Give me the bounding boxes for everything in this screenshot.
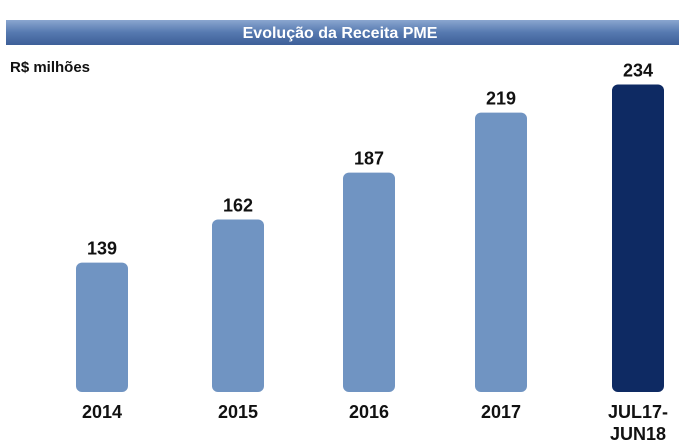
- bar: [76, 262, 128, 392]
- data-label: 219: [486, 89, 516, 109]
- bar: [475, 112, 527, 392]
- x-tick-label: 2014: [81, 402, 123, 422]
- bar: [343, 172, 395, 392]
- chart-title: Evolução da Receita PME: [243, 25, 438, 42]
- x-tick-label: 2016: [348, 402, 390, 422]
- data-label: 162: [223, 196, 253, 216]
- bar: [612, 84, 664, 392]
- data-label: 234: [623, 61, 653, 81]
- unit-label: R$ milhões: [10, 59, 90, 76]
- x-tick-label: 2017: [480, 402, 522, 422]
- title-banner: [6, 20, 679, 45]
- data-label: 139: [87, 239, 117, 259]
- data-label: 187: [354, 149, 384, 169]
- x-tick-label: 2015: [217, 402, 259, 422]
- bar: [212, 219, 264, 392]
- x-tick-label: JUL17-JUN18: [607, 402, 669, 444]
